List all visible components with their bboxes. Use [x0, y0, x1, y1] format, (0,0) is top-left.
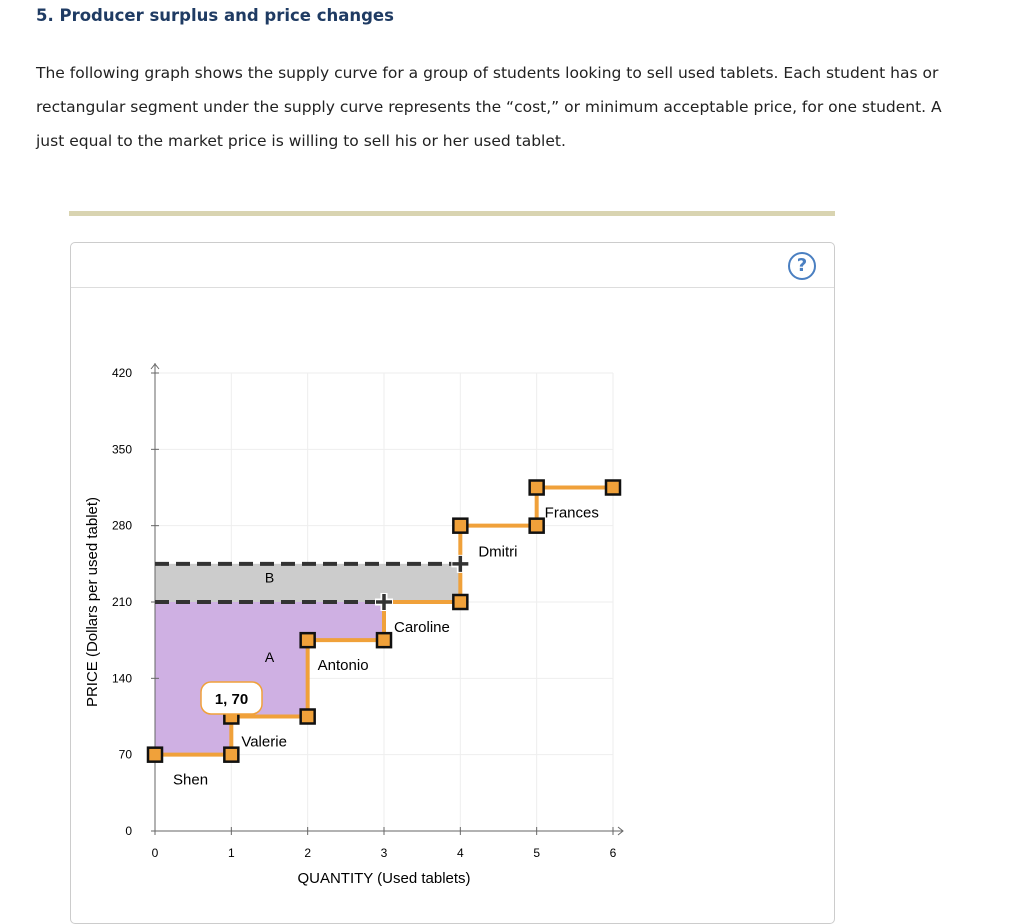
y-axis-label: PRICE (Dollars per used tablet)	[84, 497, 101, 707]
x-tick-label: 3	[381, 846, 388, 860]
y-tick-label: 140	[112, 671, 132, 685]
intro-line-2: rectangular segment under the supply cur…	[36, 98, 942, 116]
intro-line-1: The following graph shows the supply cur…	[36, 64, 939, 82]
y-tick-label: 420	[112, 366, 132, 380]
supply-point[interactable]	[452, 593, 469, 611]
question-title: 5. Producer surplus and price changes	[36, 6, 394, 25]
x-tick-label: 5	[533, 846, 540, 860]
tooltip-box	[200, 681, 263, 715]
area-a-label: A	[265, 649, 275, 665]
student-label-shen: Shen	[173, 772, 208, 789]
move-handle-icon[interactable]	[376, 594, 392, 610]
x-tick-label: 2	[304, 846, 311, 860]
y-tick-label: 350	[112, 442, 132, 456]
x-tick-label: 0	[152, 846, 159, 860]
student-label-caroline: Caroline	[394, 619, 450, 636]
plus-icon[interactable]	[452, 555, 469, 572]
supply-point[interactable]	[375, 631, 393, 649]
student-label-frances: Frances	[545, 505, 599, 522]
help-icon[interactable]: ?	[788, 252, 816, 280]
x-tick-label: 4	[457, 846, 464, 860]
student-label-dmitri: Dmitri	[478, 544, 517, 561]
student-label-valerie: Valerie	[241, 734, 287, 751]
x-axis-label: QUANTITY (Used tablets)	[297, 870, 470, 887]
x-tick-label: 1	[228, 846, 235, 860]
supply-point[interactable]	[299, 631, 316, 649]
divider-bar	[69, 211, 835, 216]
x-axis-arrow-icon	[617, 826, 624, 836]
y-tick-label: 210	[112, 595, 132, 609]
y-tick-label: 70	[119, 748, 133, 762]
supply-point[interactable]	[604, 479, 622, 496]
y-tick-label: 0	[125, 824, 132, 838]
area-b-label: B	[265, 569, 274, 585]
supply-point[interactable]	[528, 479, 545, 496]
supply-point[interactable]	[146, 746, 164, 763]
x-tick-label: 6	[610, 846, 617, 860]
y-tick-label: 280	[112, 519, 132, 533]
supply-chart[interactable]: B A 0 1 2 3 4 5 6 0 70 140 210 280 350 420 QUANTITY (Use…	[0, 0, 1024, 903]
supply-point[interactable]	[299, 708, 316, 725]
supply-point[interactable]	[223, 746, 240, 763]
supply-point[interactable]	[528, 517, 545, 534]
tooltip-text: 1, 70	[215, 691, 248, 708]
area-b	[155, 563, 461, 602]
y-axis-arrow-icon	[150, 363, 160, 370]
intro-line-3: just equal to the market price is willin…	[36, 132, 566, 150]
supply-point[interactable]	[452, 517, 469, 534]
student-label-antonio: Antonio	[318, 657, 369, 674]
panel-divider	[71, 287, 834, 288]
